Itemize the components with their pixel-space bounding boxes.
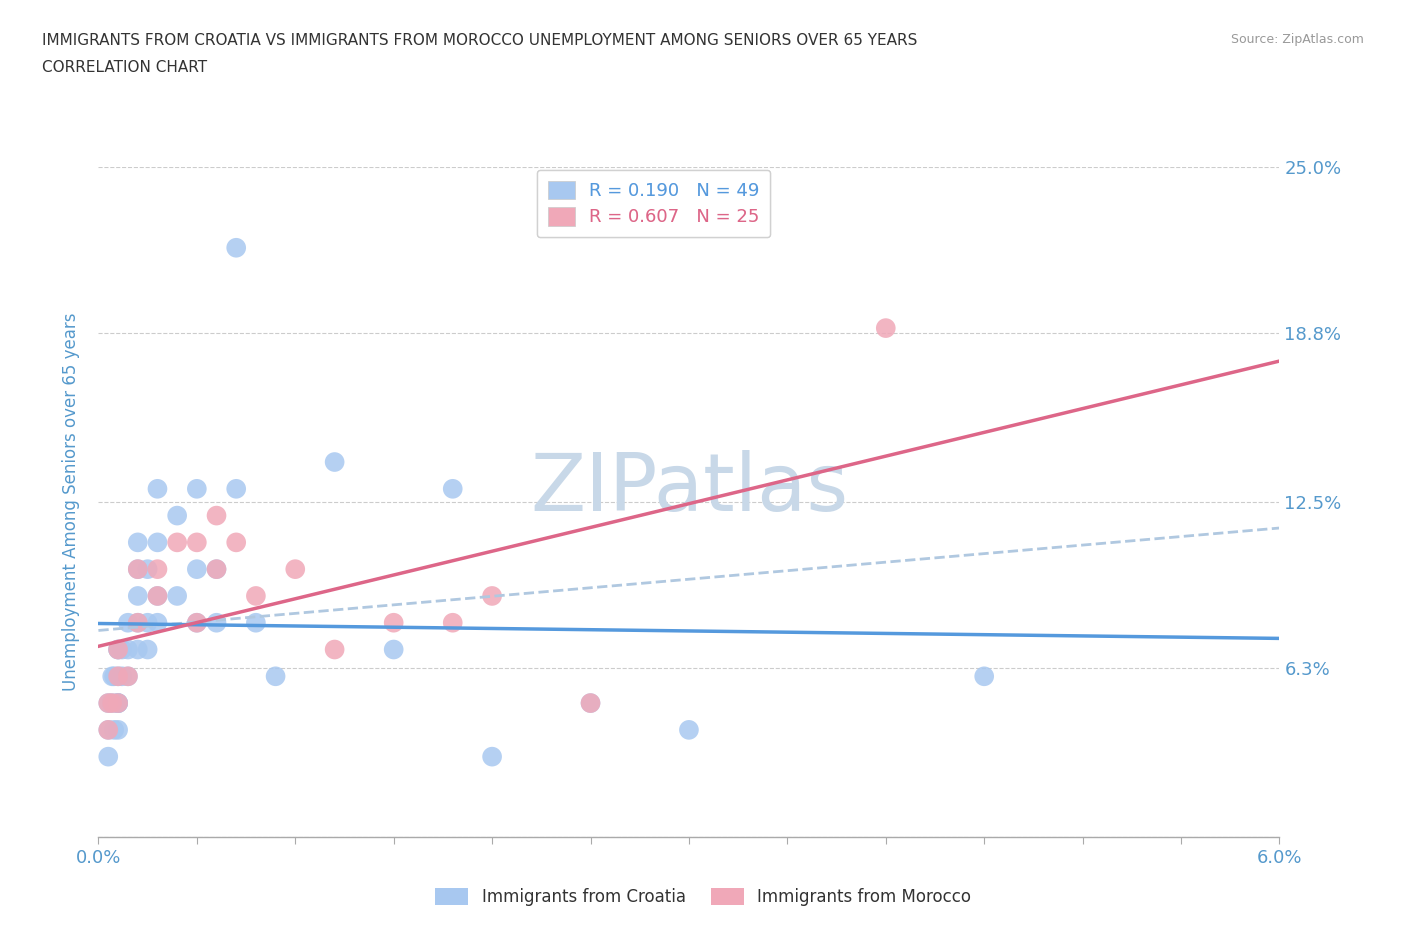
Point bbox=[166, 589, 188, 604]
Point bbox=[245, 616, 267, 631]
Point bbox=[186, 616, 208, 631]
Point bbox=[107, 669, 129, 684]
Point bbox=[97, 696, 120, 711]
Text: ZIPatlas: ZIPatlas bbox=[530, 450, 848, 528]
Point bbox=[107, 696, 129, 711]
Text: CORRELATION CHART: CORRELATION CHART bbox=[42, 60, 207, 75]
Point bbox=[136, 642, 159, 657]
Point bbox=[127, 616, 149, 631]
Point bbox=[111, 669, 134, 684]
Point bbox=[107, 669, 129, 684]
Point bbox=[107, 642, 129, 657]
Point bbox=[264, 669, 287, 684]
Point bbox=[136, 616, 159, 631]
Point bbox=[875, 321, 897, 336]
Point bbox=[117, 616, 139, 631]
Point bbox=[323, 455, 346, 470]
Point bbox=[146, 616, 169, 631]
Point bbox=[127, 589, 149, 604]
Point bbox=[146, 482, 169, 497]
Legend: Immigrants from Croatia, Immigrants from Morocco: Immigrants from Croatia, Immigrants from… bbox=[429, 881, 977, 912]
Point bbox=[186, 562, 208, 577]
Point bbox=[323, 642, 346, 657]
Legend: R = 0.190   N = 49, R = 0.607   N = 25: R = 0.190 N = 49, R = 0.607 N = 25 bbox=[537, 170, 770, 237]
Y-axis label: Unemployment Among Seniors over 65 years: Unemployment Among Seniors over 65 years bbox=[62, 313, 80, 691]
Point bbox=[107, 696, 129, 711]
Point bbox=[127, 562, 149, 577]
Point bbox=[973, 669, 995, 684]
Point bbox=[127, 562, 149, 577]
Point bbox=[107, 642, 129, 657]
Point bbox=[127, 616, 149, 631]
Point bbox=[186, 535, 208, 550]
Point bbox=[579, 696, 602, 711]
Point bbox=[441, 482, 464, 497]
Point bbox=[127, 535, 149, 550]
Point bbox=[146, 589, 169, 604]
Point bbox=[97, 723, 120, 737]
Point bbox=[186, 616, 208, 631]
Point bbox=[107, 723, 129, 737]
Point bbox=[97, 750, 120, 764]
Point bbox=[382, 642, 405, 657]
Point bbox=[186, 482, 208, 497]
Point bbox=[97, 723, 120, 737]
Point bbox=[117, 669, 139, 684]
Point bbox=[225, 482, 247, 497]
Point bbox=[146, 535, 169, 550]
Point bbox=[107, 696, 129, 711]
Point bbox=[117, 642, 139, 657]
Point bbox=[441, 616, 464, 631]
Point bbox=[205, 616, 228, 631]
Point bbox=[101, 669, 124, 684]
Point bbox=[97, 696, 120, 711]
Point bbox=[579, 696, 602, 711]
Point bbox=[103, 723, 125, 737]
Point bbox=[107, 696, 129, 711]
Point bbox=[481, 589, 503, 604]
Point bbox=[111, 642, 134, 657]
Point bbox=[103, 669, 125, 684]
Point bbox=[146, 562, 169, 577]
Point bbox=[678, 723, 700, 737]
Point bbox=[146, 589, 169, 604]
Point bbox=[166, 535, 188, 550]
Point bbox=[205, 562, 228, 577]
Point bbox=[481, 750, 503, 764]
Text: IMMIGRANTS FROM CROATIA VS IMMIGRANTS FROM MOROCCO UNEMPLOYMENT AMONG SENIORS OV: IMMIGRANTS FROM CROATIA VS IMMIGRANTS FR… bbox=[42, 33, 918, 47]
Point bbox=[205, 562, 228, 577]
Point bbox=[107, 642, 129, 657]
Point bbox=[245, 589, 267, 604]
Point bbox=[284, 562, 307, 577]
Point bbox=[101, 696, 124, 711]
Point bbox=[136, 562, 159, 577]
Point bbox=[127, 642, 149, 657]
Point bbox=[382, 616, 405, 631]
Point bbox=[205, 508, 228, 523]
Point bbox=[101, 696, 124, 711]
Point bbox=[166, 508, 188, 523]
Point bbox=[225, 535, 247, 550]
Point bbox=[225, 240, 247, 255]
Point bbox=[117, 669, 139, 684]
Text: Source: ZipAtlas.com: Source: ZipAtlas.com bbox=[1230, 33, 1364, 46]
